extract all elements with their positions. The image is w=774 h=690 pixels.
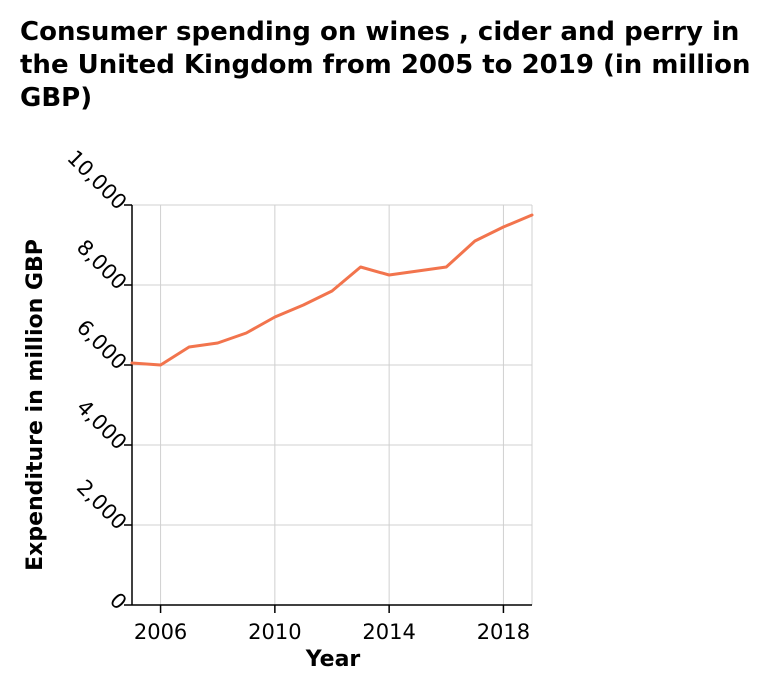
x-tick-label: 2006 [134, 620, 187, 644]
y-tick-label: 8,000 [72, 235, 131, 294]
y-tick-label: 10,000 [63, 146, 132, 215]
grid-lines [132, 204, 533, 606]
series-lines [130, 213, 534, 367]
series-line [130, 213, 534, 367]
axes [124, 204, 532, 613]
y-tick-label: 6,000 [72, 315, 131, 374]
x-tick-label: 2010 [248, 620, 301, 644]
x-tick-labels: 2006 2010 2014 2018 [134, 620, 530, 644]
x-tick-label: 2018 [477, 620, 530, 644]
x-tick-label: 2014 [362, 620, 415, 644]
x-axis-label: Year [305, 647, 361, 672]
y-tick-label: 2,000 [72, 475, 131, 534]
y-tick-label: 4,000 [72, 395, 131, 454]
chart-title: Consumer spending on wines , cider and p… [20, 17, 751, 113]
y-axis-label: Expenditure in million GBP [23, 239, 48, 571]
y-tick-labels: 0 2,000 4,000 6,000 8,000 10,000 [63, 146, 132, 615]
y-tick-label: 0 [105, 588, 131, 614]
